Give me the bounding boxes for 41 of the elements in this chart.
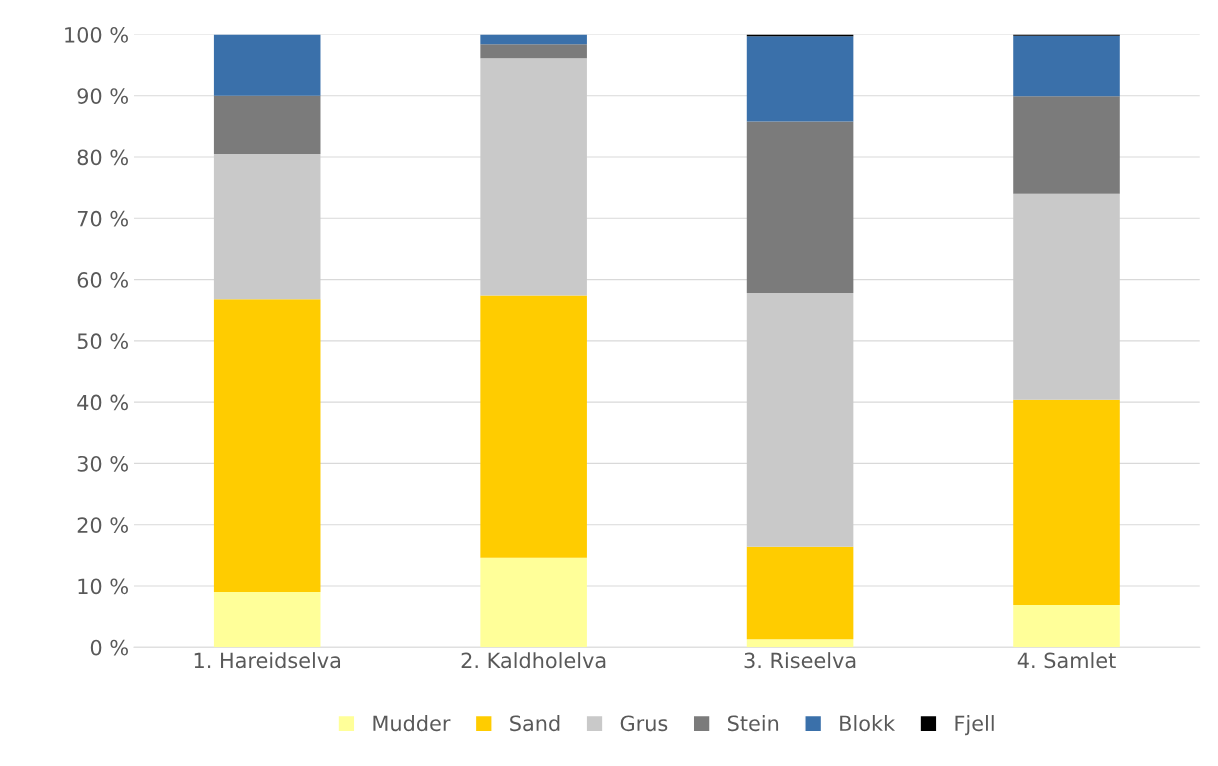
bar	[746, 639, 854, 648]
y-tick-label: 40 %	[77, 394, 128, 411]
y-tick-label: 0 %	[90, 639, 128, 656]
y-tick-label: 90 %	[77, 88, 128, 104]
bar	[1013, 399, 1120, 605]
y-tick-label: 100 %	[65, 26, 128, 43]
bar	[213, 95, 321, 154]
legend-label: Stein	[728, 715, 779, 732]
y-tick-label: 20 %	[77, 517, 128, 533]
bar	[746, 546, 854, 640]
bar	[213, 34, 321, 96]
y-tick-label: 70 %	[77, 210, 128, 227]
y-tick-label: 60 %	[77, 272, 128, 288]
legend-label: Grus	[620, 715, 668, 732]
bar	[213, 153, 321, 300]
legend-label: Sand	[510, 715, 560, 732]
x-tick-label: 1. Hareidselva	[194, 652, 341, 669]
legend-label: Fjell	[955, 715, 994, 736]
bar	[1013, 96, 1120, 194]
y-tick-label: 30 %	[77, 455, 128, 472]
bar	[1013, 193, 1120, 400]
x-tick-label: 4. Samlet	[1017, 652, 1116, 669]
x-tick-label: 3. Riseelva	[744, 652, 856, 669]
bar	[480, 58, 587, 296]
y-tick-label: 80 %	[77, 149, 128, 166]
legend-label: Blokk	[840, 715, 896, 732]
bar	[480, 557, 587, 648]
bar	[480, 44, 587, 59]
bar	[213, 592, 321, 648]
bar	[480, 34, 587, 45]
bar	[1013, 35, 1120, 97]
bar	[746, 121, 854, 294]
legend-label: Mudder	[373, 715, 451, 732]
x-tick-label: 2. Kaldholelva	[461, 652, 606, 669]
y-tick-label: 10 %	[78, 578, 128, 595]
bar	[746, 36, 854, 122]
bar	[746, 293, 854, 547]
bar	[480, 295, 587, 558]
y-tick-label: 50 %	[77, 333, 128, 350]
bar	[1013, 604, 1120, 648]
bar	[213, 299, 321, 593]
